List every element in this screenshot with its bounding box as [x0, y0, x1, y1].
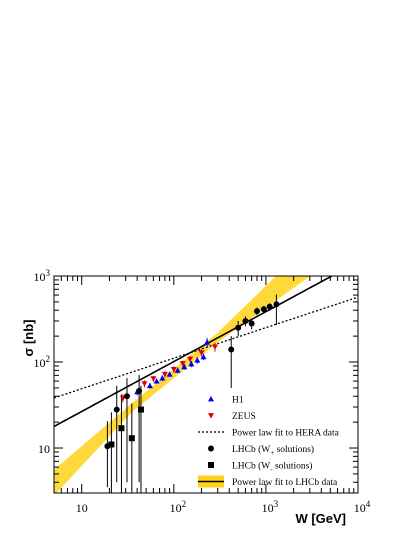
x-axis-title: W [GeV]	[295, 511, 346, 526]
x-tick-label-exp: 3	[274, 499, 279, 509]
y-tick-label-exp: 2	[46, 354, 51, 364]
x-tick-label: 10	[76, 501, 88, 515]
data-point	[159, 375, 166, 381]
data-point	[200, 353, 207, 360]
data-point	[248, 320, 255, 327]
legend-label-subscript: -	[270, 466, 273, 474]
data-point	[118, 425, 125, 432]
legend-label-lhcb_wplus: LHCb (W+ solutions)	[232, 444, 314, 457]
legend-label-suffix: solutions)	[274, 444, 314, 455]
data-point	[253, 308, 260, 315]
data-point	[128, 435, 135, 442]
x-tick-label: 103	[262, 499, 279, 515]
data-point	[187, 356, 194, 363]
data-point	[166, 371, 173, 377]
data-point	[181, 363, 188, 370]
data-point	[161, 371, 168, 378]
data-point	[188, 360, 195, 367]
data-point	[235, 324, 242, 331]
x-tick-label: 104	[354, 499, 371, 515]
legend-label-hera_fit: Power law fit to HERA data	[232, 428, 340, 439]
data-point	[266, 303, 273, 310]
data-point	[113, 406, 120, 413]
y-tick-label: 103	[34, 268, 51, 284]
axis-ticks	[53, 275, 359, 494]
x-tick-label-base: 10	[262, 501, 274, 515]
legend-marker-lhcb_wminus	[208, 462, 214, 468]
legend-marker-h1	[208, 396, 214, 402]
data-point	[198, 350, 205, 356]
data-point	[170, 367, 177, 373]
data-point	[204, 339, 211, 345]
legend-label-text: Power law fit to LHCb data	[232, 477, 338, 488]
data-point	[194, 357, 201, 363]
legend-marker-zeus	[208, 413, 214, 419]
x-tick-label-exp: 2	[182, 499, 187, 509]
y-tick-label: 10	[38, 442, 50, 456]
y-tick-label-base: 10	[38, 442, 50, 456]
plot-frame	[53, 275, 359, 494]
hera-fit-line	[54, 296, 358, 399]
y-tick-label-base: 10	[34, 270, 46, 284]
legend: H1 ZEUS Power law fit to HERA data LHCb (W+…	[198, 396, 340, 488]
legend-label-zeus: ZEUS	[232, 412, 256, 422]
x-tick-label-base: 10	[354, 501, 366, 515]
x-tick-label: 102	[170, 499, 187, 515]
data-point	[211, 344, 218, 350]
y-tick-label-base: 10	[34, 356, 46, 370]
y-axis-title: σ [nb]	[21, 319, 36, 356]
data-point	[273, 301, 280, 308]
data-point	[174, 367, 181, 373]
legend-label-text: LHCb (W	[232, 461, 270, 472]
legend-label-lhcb_wminus: LHCb (W- solutions)	[232, 461, 312, 474]
legend-label-text: H1	[232, 396, 244, 406]
y-tick-label-exp: 3	[46, 268, 51, 278]
legend-label-lhcb_fit: Power law fit to LHCb data	[232, 477, 338, 488]
x-tick-label-base: 10	[76, 501, 88, 515]
data-point	[108, 441, 115, 448]
legend-label-text: Power law fit to HERA data	[232, 428, 340, 439]
legend-label-subscript: +	[270, 449, 274, 457]
data-point	[136, 388, 143, 395]
data-point	[137, 406, 144, 413]
data-point	[153, 378, 160, 384]
legend-label-h1: H1	[232, 396, 244, 406]
data-point	[228, 346, 235, 353]
data-point	[179, 361, 186, 367]
y-tick-label: 102	[34, 354, 51, 370]
legend-marker-lhcb_wplus	[208, 445, 214, 452]
data-point	[242, 317, 249, 324]
data-point	[260, 306, 267, 313]
data-point	[150, 376, 157, 382]
legend-label-text: ZEUS	[232, 412, 256, 422]
x-tick-label-base: 10	[170, 501, 182, 515]
data-point	[123, 393, 130, 400]
legend-label-suffix: solutions)	[273, 461, 313, 472]
x-tick-label-exp: 4	[366, 499, 371, 509]
data-point	[146, 382, 153, 389]
data-point	[141, 381, 148, 387]
legend-label-text: LHCb (W	[232, 444, 270, 455]
data-points-layer	[104, 301, 280, 450]
